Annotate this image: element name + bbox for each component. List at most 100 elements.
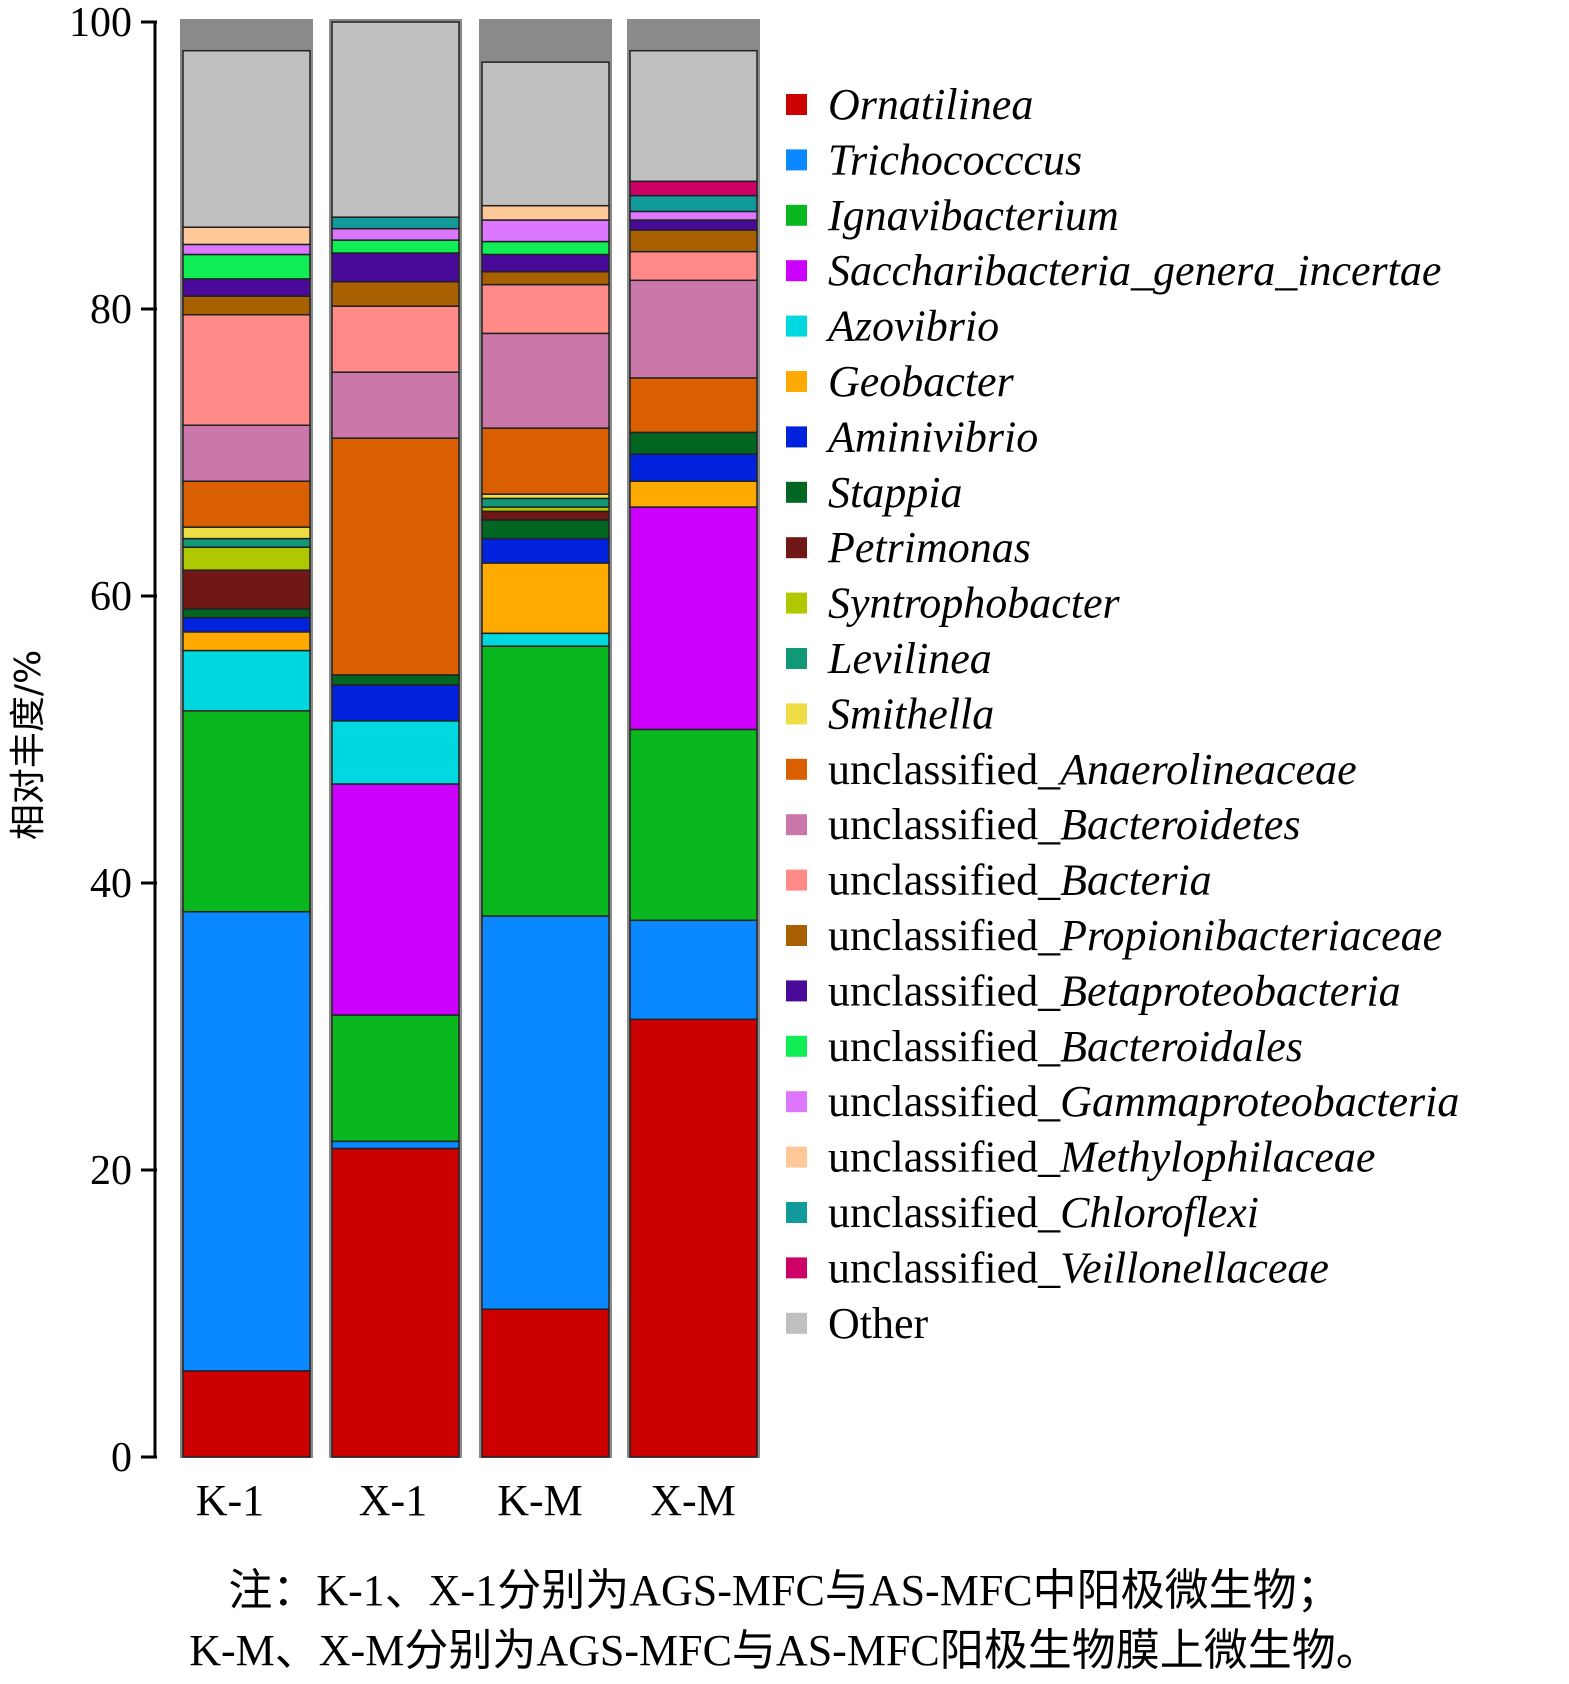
bar-segment <box>629 229 758 253</box>
bar-segment <box>331 1147 460 1458</box>
legend-swatch <box>786 315 807 337</box>
y-tick-label: 100 <box>69 0 132 46</box>
bar-segment <box>182 313 311 426</box>
bar-segment <box>629 49 758 183</box>
legend-swatch <box>786 426 807 448</box>
legend-swatch <box>786 925 807 946</box>
bar-segment <box>182 1370 311 1458</box>
y-axis: 0 20 40 60 80 100 <box>69 0 157 1481</box>
bar-segment <box>331 437 460 676</box>
legend-label: Levilinea <box>827 634 992 683</box>
bar-segment <box>331 252 460 283</box>
bar-segment <box>481 219 610 243</box>
bar-segment <box>481 632 610 647</box>
bar-segment <box>331 371 460 439</box>
legend-label: unclassified_Propionibacteriaceae <box>828 911 1442 960</box>
bar-segment <box>481 204 610 221</box>
bar-segment <box>182 243 311 256</box>
bar-segment <box>331 305 460 373</box>
bar-segment <box>481 519 610 540</box>
legend-label: Azovibrio <box>825 302 999 351</box>
bar-segment <box>481 61 610 207</box>
y-tick-label: 40 <box>90 861 132 907</box>
bar-segment <box>331 21 460 218</box>
bar-segment <box>629 377 758 434</box>
legend-swatch <box>786 592 807 614</box>
bar-segment <box>481 270 610 286</box>
legend-label: Geobacter <box>828 357 1015 406</box>
legend-swatch <box>786 149 807 171</box>
x-category-label: K-1 <box>196 1476 264 1525</box>
legend-swatch <box>786 1146 807 1168</box>
bar-segment <box>182 710 311 913</box>
y-tick-label: 20 <box>90 1148 132 1194</box>
bar-segment <box>481 240 610 256</box>
bar-segment <box>182 569 311 610</box>
bar-segment <box>629 210 758 221</box>
legend-label: unclassified_Chloroflexi <box>828 1188 1259 1237</box>
bar-segment <box>629 180 758 197</box>
bar-segment <box>629 480 758 508</box>
bar-segment <box>629 194 758 213</box>
legend-label: Smithella <box>828 689 994 738</box>
bar-segment <box>481 427 610 495</box>
bar-segment <box>182 278 311 297</box>
legend-swatch <box>786 869 807 891</box>
legend-label: Saccharibacteria_genera_incertae <box>828 246 1441 295</box>
y-axis-label: 相对丰度/% <box>8 650 49 840</box>
legend-label: unclassified_Bacteria <box>828 856 1212 905</box>
legend-swatch <box>786 94 807 115</box>
bar-segment <box>182 649 311 712</box>
bar-segment <box>182 480 311 528</box>
bar-segment <box>182 608 311 619</box>
legend-label: Other <box>828 1299 929 1348</box>
bar-segment <box>331 239 460 254</box>
bar-segment <box>182 616 311 633</box>
legend-swatch <box>786 537 807 559</box>
bar-segment <box>629 1018 758 1458</box>
bar-segment <box>182 49 311 228</box>
legend-label: Ornatilinea <box>828 80 1033 129</box>
bar-segment <box>331 684 460 722</box>
legend-swatch <box>786 814 807 836</box>
legend-swatch <box>786 758 807 780</box>
legend-swatch <box>786 371 807 392</box>
legend-swatch <box>786 204 807 226</box>
bar-segment <box>331 227 460 241</box>
x-category-labels: K-1 X-1 K-M X-M <box>196 1476 736 1525</box>
bar-segment <box>331 783 460 1016</box>
bar-segment <box>182 546 311 571</box>
legend-label: Aminivibrio <box>825 412 1038 461</box>
bar-segment <box>331 280 460 307</box>
bar-segment <box>182 537 311 548</box>
bar-segment <box>182 631 311 652</box>
bar-segment <box>481 562 610 635</box>
bar-segment <box>182 424 311 482</box>
bar-segment <box>629 919 758 1021</box>
legend-label: Petrimonas <box>827 523 1031 572</box>
bar-segment <box>481 497 610 508</box>
legend-label: unclassified_Veillonellaceae <box>828 1243 1329 1292</box>
bar-segment <box>481 283 610 335</box>
bar-segment <box>629 431 758 455</box>
legend-swatch <box>786 481 807 503</box>
bar-segment <box>629 506 758 731</box>
legend-swatch <box>786 260 807 282</box>
bars-layer <box>180 19 760 1458</box>
bar-segment <box>629 279 758 379</box>
legend-label: unclassified_Bacteroidales <box>828 1022 1303 1071</box>
legend-swatch <box>786 1202 807 1223</box>
legend-swatch <box>786 1035 807 1057</box>
bar-segment <box>182 526 311 540</box>
bar-segment <box>331 1014 460 1143</box>
legend-label: Ignavibacterium <box>827 191 1119 240</box>
figure-note-line-1: 注：K-1、X-1分别为AGS-MFC与AS-MFC中阳极微生物； <box>228 1566 1341 1615</box>
bar-segment <box>182 253 311 280</box>
legend-label: unclassified_Gammaproteobacteria <box>828 1077 1459 1126</box>
legend-swatch <box>786 1257 807 1279</box>
bar-segment <box>481 537 610 564</box>
bar-segment <box>629 219 758 231</box>
x-category-label: K-M <box>497 1476 583 1525</box>
bar-segment <box>331 216 460 230</box>
